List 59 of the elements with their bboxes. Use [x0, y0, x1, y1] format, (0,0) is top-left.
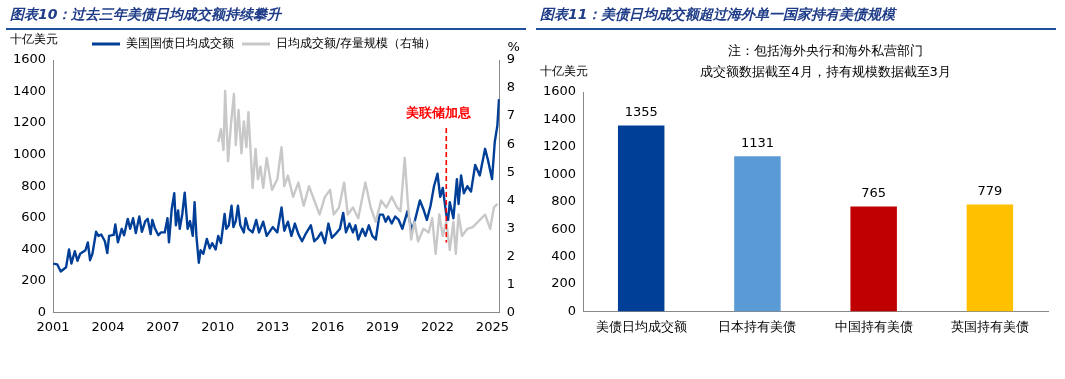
data-label: 1131	[740, 135, 774, 151]
y-tick-label: 400	[21, 240, 47, 256]
y2-tick-label: 4	[506, 191, 516, 207]
y2-tick-label: 3	[506, 219, 516, 235]
x-tick-label: 2010	[201, 318, 235, 334]
x-tick-label: 2007	[146, 318, 180, 334]
x-tick-label: 2022	[420, 318, 455, 334]
y2-tick-label: 6	[506, 135, 516, 151]
text: 注：包括海外央行和海外私营部门	[728, 42, 924, 58]
y-tick-label: 200	[551, 275, 577, 291]
y-tick-label: 1200	[12, 114, 47, 130]
y-tick-label: 0	[567, 302, 577, 318]
x-tick-label: 日本持有美债	[718, 318, 797, 334]
bar	[617, 125, 665, 312]
y2-tick-label: 0	[506, 303, 516, 319]
y-tick-label: 1200	[542, 138, 577, 154]
y-tick-label: 1400	[542, 110, 577, 126]
y-tick-label: 800	[551, 193, 577, 209]
y-axis-title: 十亿美元	[540, 64, 588, 79]
ref-line-label: 美联储加息	[404, 104, 472, 120]
y-tick-label: 1600	[12, 51, 47, 67]
y-tick-label: 400	[551, 247, 577, 263]
y-tick-label: 1000	[542, 165, 577, 181]
y2-tick-label: 9	[506, 51, 516, 67]
y-tick-label: 800	[21, 177, 47, 193]
data-label: 1355	[624, 104, 658, 120]
y2-axis-title: %	[507, 38, 520, 54]
x-tick-label: 中国持有美债	[834, 318, 913, 334]
legend-label: 日均成交额/存量规模（右轴）	[275, 36, 437, 51]
y2-tick-label: 1	[506, 275, 516, 291]
y-tick-label: 600	[21, 209, 47, 225]
chart-title: 图表11：美债日均成交额超过海外单一国家持有美债规模	[536, 4, 1056, 30]
bar	[850, 206, 897, 312]
y2-tick-label: 8	[506, 79, 516, 95]
y-tick-label: 1000	[12, 146, 47, 162]
x-tick-label: 2016	[311, 318, 345, 334]
x-tick-label: 2001	[36, 318, 70, 334]
y-tick-label: 200	[21, 272, 47, 288]
y-tick-label: 1400	[12, 82, 47, 98]
text: 成交额数据截至4月，持有规模数据截至3月	[700, 63, 951, 79]
y2-tick-label: 2	[506, 247, 516, 263]
y-tick-label: 600	[551, 220, 577, 236]
chart-title: 图表10：过去三年美债日均成交额持续攀升	[6, 4, 526, 30]
data-label: 765	[861, 185, 887, 201]
y-tick-label: 0	[37, 303, 47, 319]
x-tick-label: 美债日均成交额	[595, 318, 687, 334]
x-tick-label: 英国持有美债	[950, 318, 1029, 334]
legend-label: 美国国债日均成交额	[125, 36, 234, 51]
data-label: 779	[977, 183, 1003, 199]
bar	[966, 204, 1014, 312]
y-axis-title: 十亿美元	[10, 32, 58, 47]
y2-tick-label: 7	[506, 107, 516, 123]
bar	[734, 156, 781, 312]
x-tick-label: 2004	[91, 318, 125, 334]
y-tick-label: 1600	[542, 83, 577, 99]
x-tick-label: 2025	[475, 318, 509, 334]
x-tick-label: 2019	[366, 318, 400, 334]
x-tick-label: 2013	[256, 318, 290, 334]
y2-tick-label: 5	[506, 163, 516, 179]
